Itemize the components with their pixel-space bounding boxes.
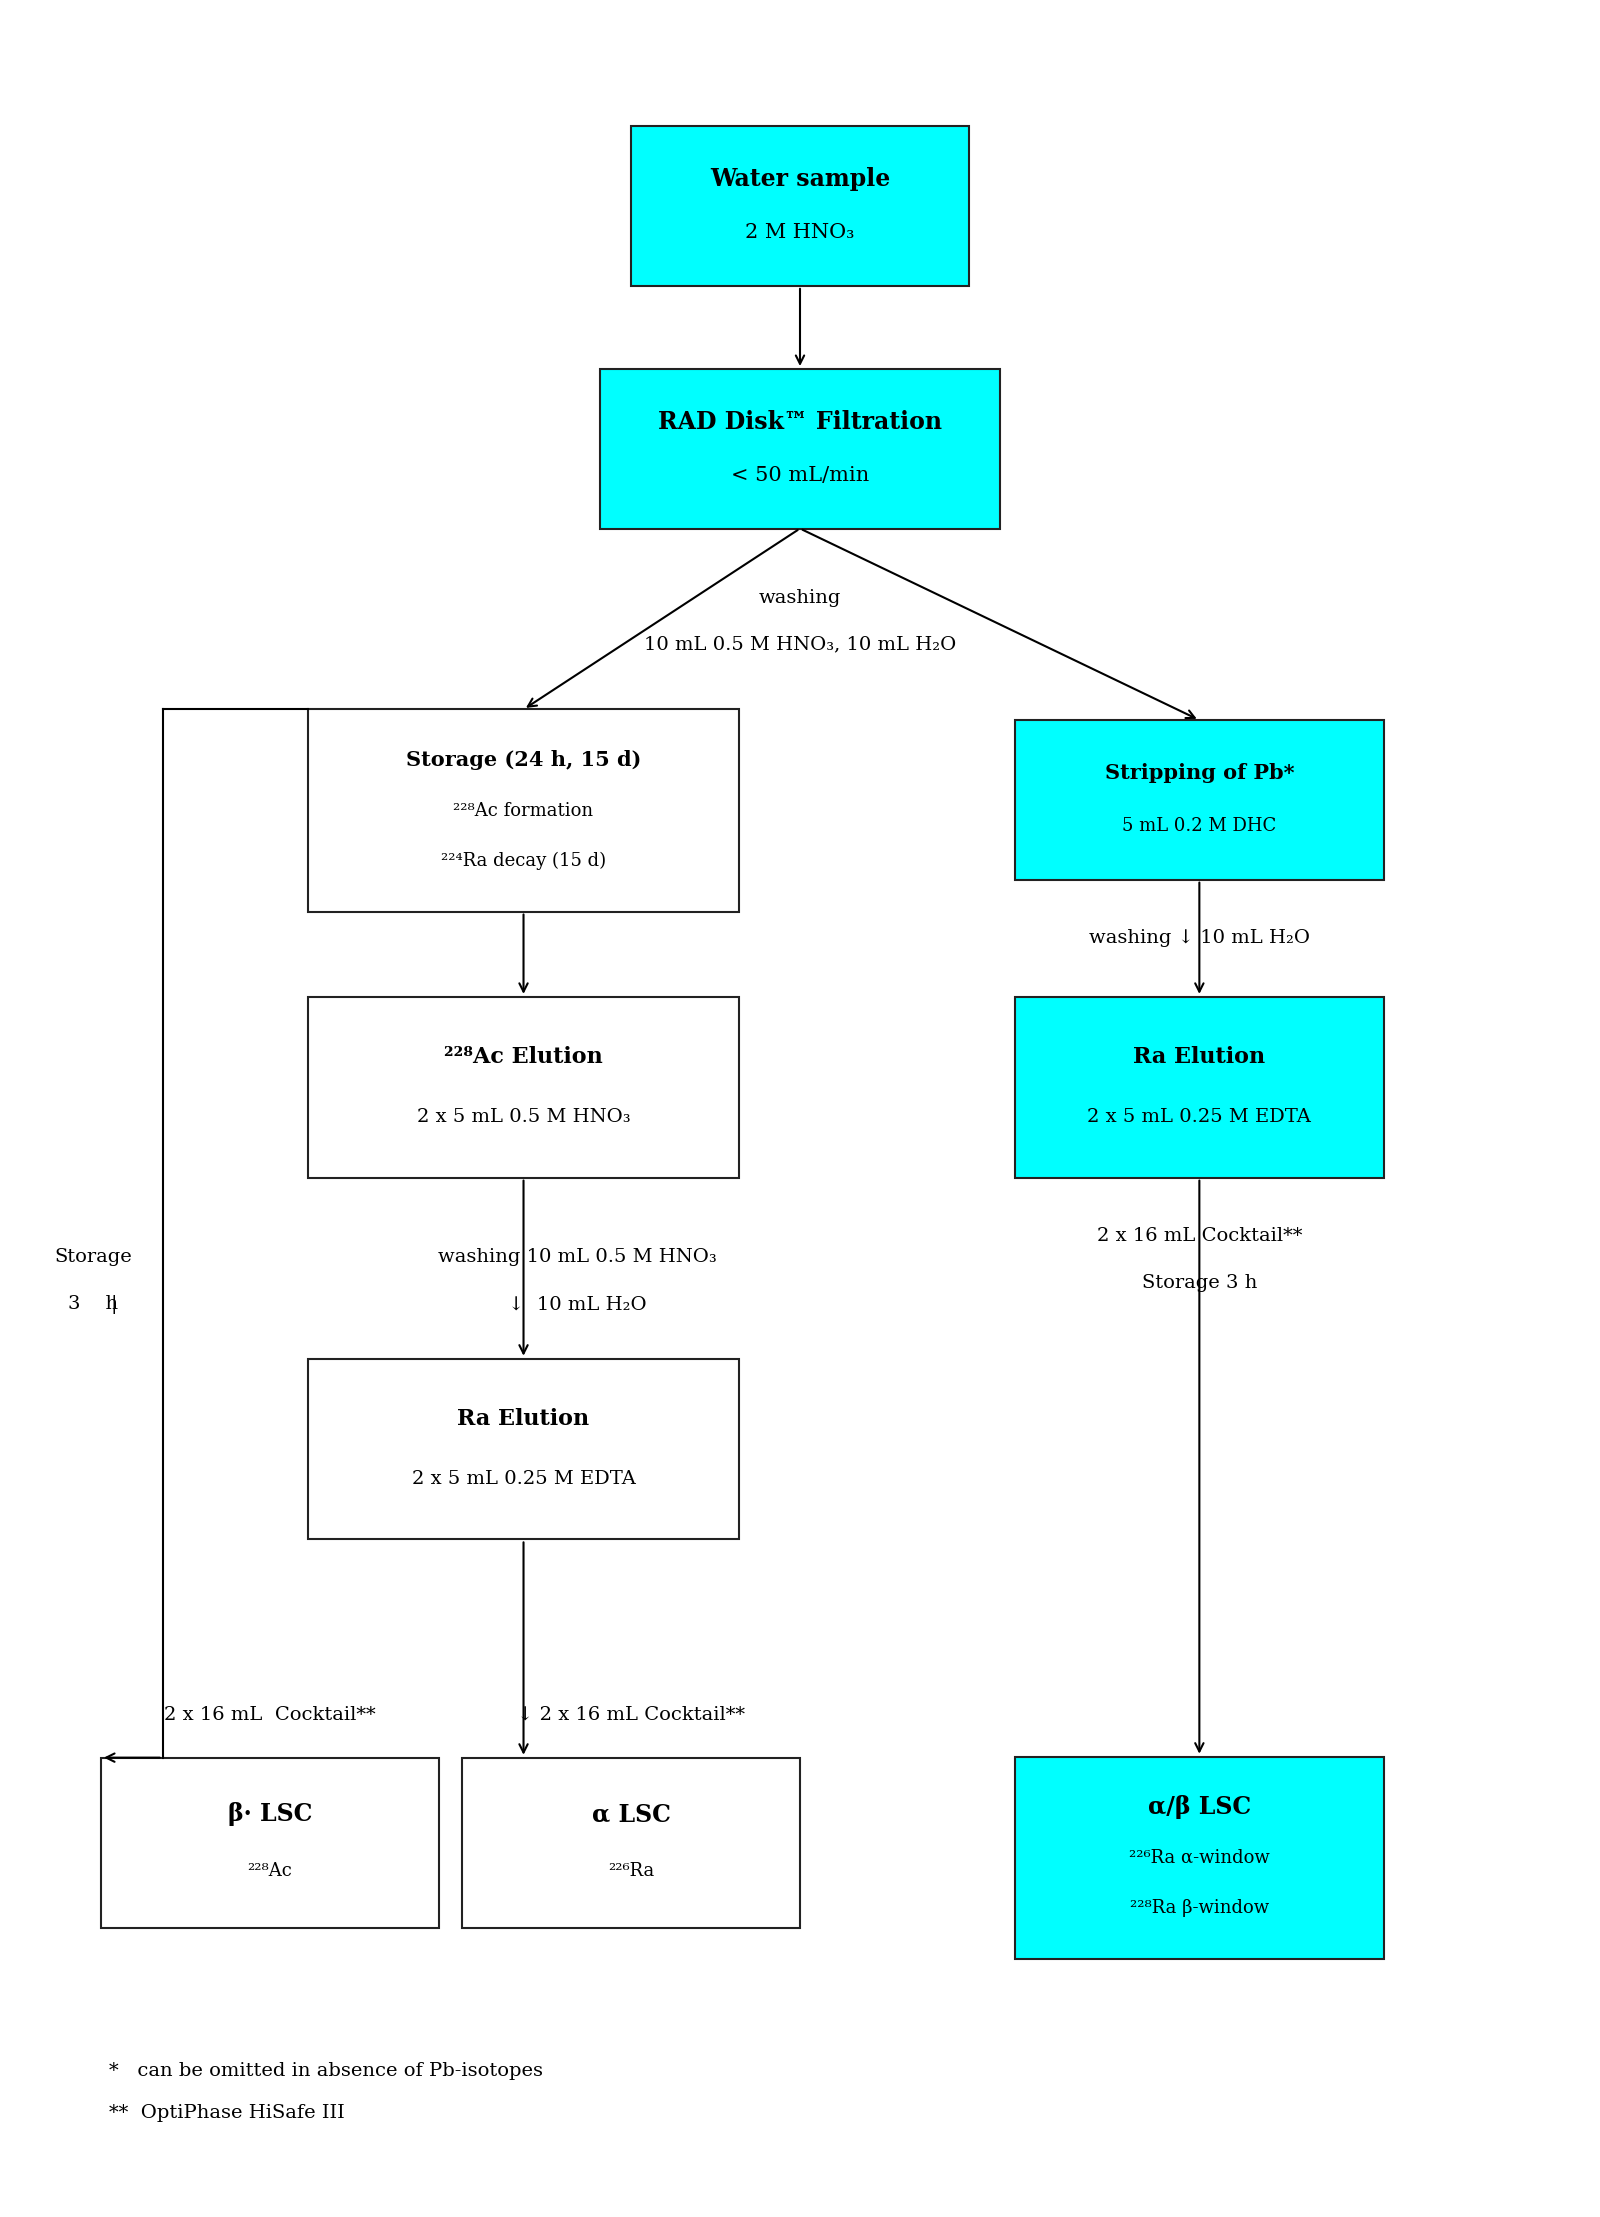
- Text: Storage (24 h, 15 d): Storage (24 h, 15 d): [406, 749, 642, 769]
- Text: ²²⁸Ac formation: ²²⁸Ac formation: [453, 803, 594, 820]
- Text: ²²⁶Ra: ²²⁶Ra: [608, 1862, 654, 1880]
- Text: Stripping of Pb*: Stripping of Pb*: [1104, 763, 1294, 783]
- Bar: [309, 1359, 739, 1539]
- Text: Storage 3 h: Storage 3 h: [1142, 1275, 1258, 1293]
- Bar: [1014, 1756, 1384, 1960]
- Text: ↓ 2 x 16 mL Cocktail**: ↓ 2 x 16 mL Cocktail**: [517, 1707, 746, 1725]
- Text: washing: washing: [758, 590, 842, 607]
- Text: washing 10 mL 0.5 M HNO₃: washing 10 mL 0.5 M HNO₃: [438, 1248, 717, 1266]
- Bar: [600, 368, 1000, 528]
- Text: 2 x 5 mL 0.5 M HNO₃: 2 x 5 mL 0.5 M HNO₃: [416, 1108, 630, 1126]
- Text: ↓  10 mL H₂O: ↓ 10 mL H₂O: [507, 1295, 646, 1312]
- Text: washing ↓ 10 mL H₂O: washing ↓ 10 mL H₂O: [1090, 929, 1310, 947]
- Text: 2 x 5 mL 0.25 M EDTA: 2 x 5 mL 0.25 M EDTA: [1088, 1108, 1312, 1126]
- Text: ²²⁶Ra α-window: ²²⁶Ra α-window: [1130, 1849, 1270, 1867]
- Text: β· LSC: β· LSC: [227, 1802, 312, 1827]
- Text: α/β LSC: α/β LSC: [1147, 1796, 1251, 1820]
- Text: Ra Elution: Ra Elution: [1133, 1046, 1266, 1069]
- Text: 5 mL 0.2 M DHC: 5 mL 0.2 M DHC: [1122, 818, 1277, 836]
- Text: 2 x 16 mL  Cocktail**: 2 x 16 mL Cocktail**: [165, 1707, 376, 1725]
- Text: ²²⁸Ac Elution: ²²⁸Ac Elution: [445, 1046, 603, 1069]
- Bar: [1014, 721, 1384, 880]
- Text: Water sample: Water sample: [710, 168, 890, 191]
- Text: Storage: Storage: [54, 1248, 133, 1266]
- Text: ²²⁴Ra decay (15 d): ²²⁴Ra decay (15 d): [442, 851, 606, 871]
- Bar: [1014, 998, 1384, 1177]
- Text: ²²⁸Ac: ²²⁸Ac: [248, 1862, 293, 1880]
- Text: 2 x 5 mL 0.25 M EDTA: 2 x 5 mL 0.25 M EDTA: [411, 1470, 635, 1488]
- Text: |: |: [110, 1295, 117, 1315]
- Text: ²²⁸Ra β-window: ²²⁸Ra β-window: [1130, 1900, 1269, 1918]
- Text: 3    h: 3 h: [69, 1295, 118, 1312]
- Text: Ra Elution: Ra Elution: [458, 1408, 589, 1430]
- Bar: [101, 1758, 438, 1929]
- Text: *   can be omitted in absence of Pb-isotopes: * can be omitted in absence of Pb-isotop…: [109, 2062, 542, 2080]
- Bar: [309, 998, 739, 1177]
- Bar: [309, 709, 739, 911]
- Text: 2 M HNO₃: 2 M HNO₃: [746, 224, 854, 242]
- Text: α LSC: α LSC: [592, 1802, 670, 1827]
- Text: **  OptiPhase HiSafe III: ** OptiPhase HiSafe III: [109, 2104, 344, 2122]
- Bar: [630, 126, 970, 286]
- Text: < 50 mL/min: < 50 mL/min: [731, 466, 869, 486]
- Bar: [462, 1758, 800, 1929]
- Text: 10 mL 0.5 M HNO₃, 10 mL H₂O: 10 mL 0.5 M HNO₃, 10 mL H₂O: [643, 636, 957, 654]
- Text: 2 x 16 mL Cocktail**: 2 x 16 mL Cocktail**: [1096, 1228, 1302, 1246]
- Text: RAD Disk™ Filtration: RAD Disk™ Filtration: [658, 410, 942, 435]
